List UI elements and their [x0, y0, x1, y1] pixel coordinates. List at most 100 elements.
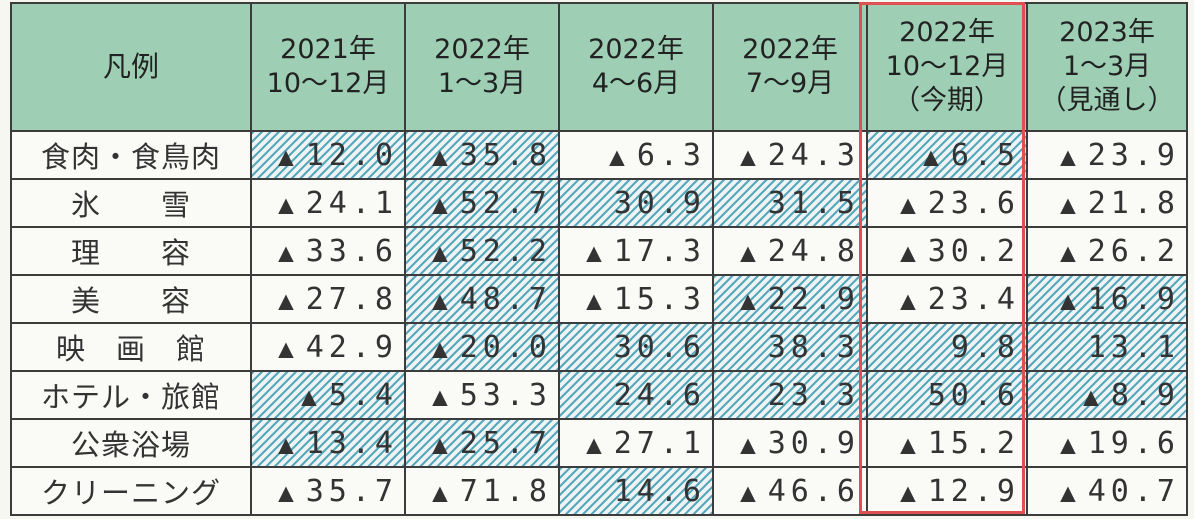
- cell-value: 48.7: [459, 281, 552, 317]
- negative-triangle-icon: ▲: [432, 477, 448, 508]
- cell-value: 52.2: [459, 233, 552, 269]
- negative-triangle-icon: ▲: [278, 189, 294, 220]
- legend-header: 凡例: [10, 2, 252, 132]
- cell-value: 23.3: [767, 377, 860, 413]
- negative-triangle-icon: ▲: [1060, 429, 1076, 460]
- cell-value: 27.1: [613, 425, 706, 461]
- table-cell: ▲ 30.2: [866, 226, 1028, 276]
- table-cell: ▲ 6.5: [866, 130, 1028, 180]
- negative-triangle-icon: ▲: [740, 141, 756, 172]
- column-header-line: （今期）: [893, 85, 1001, 116]
- cell-value: 14.6: [613, 473, 706, 509]
- cell-value: 13.4: [305, 425, 398, 461]
- cell-value: 12.0: [305, 137, 398, 173]
- row-label: クリーニング: [10, 466, 252, 516]
- column-header: 2022年 4～6月: [558, 2, 714, 132]
- table-cell: ▲ 16.9: [1026, 274, 1188, 324]
- table-cell: ▲ 15.3: [558, 274, 714, 324]
- column-header: 2022年 7～9月: [712, 2, 868, 132]
- cell-value: 24.1: [305, 185, 398, 221]
- negative-triangle-icon: ▲: [740, 477, 756, 508]
- cell-value: 33.6: [305, 233, 398, 269]
- column-header-line: 2022年: [434, 34, 530, 65]
- cell-value: 24.8: [767, 233, 860, 269]
- table-cell: 30.6: [558, 322, 714, 372]
- cell-value: 6.5: [950, 137, 1020, 173]
- cell-value: 42.9: [305, 329, 398, 365]
- table-cell: 30.9: [558, 178, 714, 228]
- cell-value: 30.2: [927, 233, 1020, 269]
- cell-value: 38.3: [767, 329, 860, 365]
- negative-triangle-icon: ▲: [609, 141, 625, 172]
- negative-triangle-icon: ▲: [278, 141, 294, 172]
- column-header: 2022年 10～12月 （今期）: [866, 2, 1028, 132]
- cell-value: 17.3: [613, 233, 706, 269]
- negative-triangle-icon: ▲: [1060, 141, 1076, 172]
- column-header-line: 2021年: [280, 34, 376, 65]
- table-cell: ▲ 46.6: [712, 466, 868, 516]
- cell-value: 30.6: [613, 329, 706, 365]
- cell-value: 52.7: [459, 185, 552, 221]
- cell-value: 30.9: [613, 185, 706, 221]
- table-cell: ▲ 25.7: [404, 418, 560, 468]
- negative-triangle-icon: ▲: [586, 429, 602, 460]
- table-cell: ▲ 12.0: [250, 130, 406, 180]
- negative-triangle-icon: ▲: [432, 333, 448, 364]
- table-cell: ▲ 24.8: [712, 226, 868, 276]
- negative-triangle-icon: ▲: [586, 237, 602, 268]
- cell-value: 6.3: [636, 137, 706, 173]
- column-header: 2023年 1～3月 （見通し）: [1026, 2, 1188, 132]
- column-header-line: 2023年: [1059, 17, 1155, 48]
- negative-triangle-icon: ▲: [432, 285, 448, 316]
- column-header-line: （見通し）: [1039, 85, 1175, 116]
- negative-triangle-icon: ▲: [1060, 285, 1076, 316]
- table-cell: ▲ 22.9: [712, 274, 868, 324]
- table-cell: ▲ 20.0: [404, 322, 560, 372]
- cell-value: 12.9: [927, 473, 1020, 509]
- negative-triangle-icon: ▲: [740, 237, 756, 268]
- row-label: 氷 雪: [10, 178, 252, 228]
- table-cell: ▲ 19.6: [1026, 418, 1188, 468]
- negative-triangle-icon: ▲: [278, 333, 294, 364]
- negative-triangle-icon: ▲: [923, 141, 939, 172]
- cell-value: 53.3: [459, 377, 552, 413]
- table-cell: ▲ 42.9: [250, 322, 406, 372]
- row-label: 理 容: [10, 226, 252, 276]
- table-row: 映 画 館 ▲ 42.9 ▲ 20.0 30.6 38.3 9.8 13.1: [10, 322, 1188, 372]
- negative-triangle-icon: ▲: [740, 285, 756, 316]
- negative-triangle-icon: ▲: [301, 381, 317, 412]
- cell-value: 24.3: [767, 137, 860, 173]
- table-cell: ▲ 23.4: [866, 274, 1028, 324]
- negative-triangle-icon: ▲: [278, 429, 294, 460]
- table-cell: ▲ 52.7: [404, 178, 560, 228]
- column-header-line: 7～9月: [745, 68, 835, 99]
- cell-value: 23.6: [927, 185, 1020, 221]
- table-cell: ▲ 27.1: [558, 418, 714, 468]
- table-row: 食肉・食鳥肉 ▲ 12.0 ▲ 35.8 ▲ 6.3 ▲ 24.3 ▲ 6.5 ▲ 23.9: [10, 130, 1188, 180]
- row-label: 公衆浴場: [10, 418, 252, 468]
- row-label: 美 容: [10, 274, 252, 324]
- table-cell: ▲ 53.3: [404, 370, 560, 420]
- negative-triangle-icon: ▲: [432, 237, 448, 268]
- negative-triangle-icon: ▲: [432, 141, 448, 172]
- table-cell: ▲ 8.9: [1026, 370, 1188, 420]
- cell-value: 16.9: [1087, 281, 1180, 317]
- negative-triangle-icon: ▲: [900, 429, 916, 460]
- column-header-line: 10～12月: [885, 51, 1009, 82]
- cell-value: 20.0: [459, 329, 552, 365]
- table-cell: ▲ 5.4: [250, 370, 406, 420]
- table-row: 美 容 ▲ 27.8 ▲ 48.7 ▲ 15.3 ▲ 22.9 ▲ 23.4 ▲ 16.9: [10, 274, 1188, 324]
- negative-triangle-icon: ▲: [278, 285, 294, 316]
- table-cell: ▲ 35.8: [404, 130, 560, 180]
- cell-value: 8.9: [1110, 377, 1180, 413]
- negative-triangle-icon: ▲: [278, 237, 294, 268]
- cell-value: 31.5: [767, 185, 860, 221]
- column-header-line: 2022年: [588, 34, 684, 65]
- negative-triangle-icon: ▲: [432, 189, 448, 220]
- negative-triangle-icon: ▲: [900, 237, 916, 268]
- column-header-line: 2022年: [742, 34, 838, 65]
- table-cell: ▲ 33.6: [250, 226, 406, 276]
- table-cell: ▲ 35.7: [250, 466, 406, 516]
- cell-value: 5.4: [328, 377, 398, 413]
- table-cell: ▲ 24.3: [712, 130, 868, 180]
